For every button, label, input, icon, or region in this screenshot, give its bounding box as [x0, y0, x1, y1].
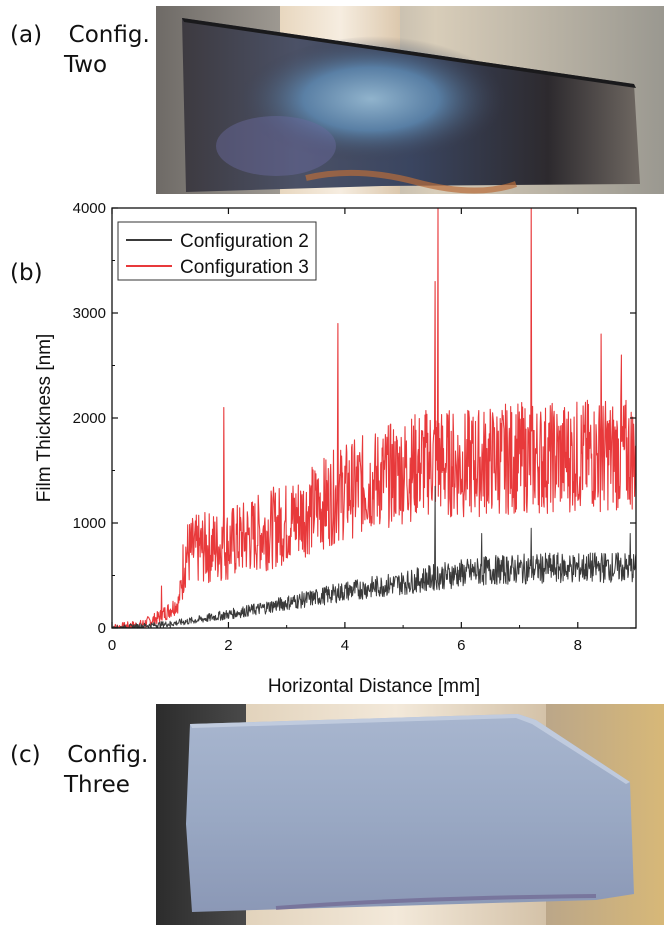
photo-config-two	[156, 6, 664, 194]
x-tick-label: 8	[574, 637, 582, 654]
panel-b-letter: (b)	[10, 260, 43, 286]
panel-a-label: (a) Config.	[10, 20, 150, 50]
y-tick-label: 1000	[73, 515, 106, 532]
photo-config-three	[156, 704, 664, 925]
panel-a-title-line2: Two	[64, 52, 108, 78]
legend-label-configuration-2: Configuration 2	[180, 231, 309, 252]
panel-a-letter: (a)	[10, 22, 43, 48]
panel-c-label: (c) Config.	[10, 740, 148, 770]
panel-c-title-line1: Config.	[67, 742, 149, 768]
y-tick-label: 2000	[73, 410, 106, 427]
panel-c-letter: (c)	[10, 742, 41, 768]
x-tick-label: 4	[341, 637, 349, 654]
legend: Configuration 2 Configuration 3	[117, 221, 317, 281]
legend-label-configuration-3: Configuration 3	[180, 257, 309, 278]
x-tick-label: 6	[457, 637, 465, 654]
series-line-configuration-2	[111, 485, 637, 629]
y-axis-title: Film Thickness [nm]	[34, 334, 55, 503]
x-tick-label: 0	[108, 637, 116, 654]
x-tick-label: 2	[224, 637, 232, 654]
film-thickness-chart: 0 2 4 6 8 0 1000 2000 3000 4000 Horizontal Distan…	[34, 200, 637, 697]
panel-c-title-line2: Three	[64, 772, 130, 798]
x-axis-title: Horizontal Distance [mm]	[268, 676, 480, 697]
panel-a-title-line1: Config.	[68, 22, 150, 48]
y-tick-label: 0	[98, 620, 106, 637]
y-tick-label: 3000	[73, 305, 106, 322]
y-tick-label: 4000	[73, 200, 106, 217]
series-line-configuration-3	[111, 207, 637, 629]
